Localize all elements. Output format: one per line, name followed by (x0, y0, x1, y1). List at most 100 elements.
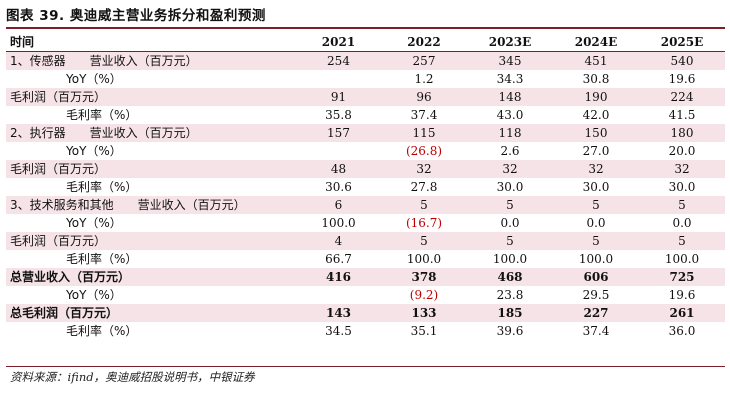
header-label: 时间 (6, 33, 296, 52)
row-value: 133 (381, 304, 467, 322)
forecast-table-wrap: 时间 2021 2022 2023E 2024E 2025E 1、传感器 营业收… (6, 33, 725, 340)
row-value: 257 (381, 51, 467, 70)
row-value: 725 (639, 268, 725, 286)
row-value: 32 (639, 160, 725, 178)
bottom-rule (6, 366, 725, 367)
row-label: YoY（%） (66, 216, 122, 230)
table-row: 毛利润（百万元） 4 5 5 5 5 (6, 232, 725, 250)
row-value: 1.2 (414, 72, 434, 86)
row-value: 0.0 (672, 216, 692, 230)
row-value: 100.0 (578, 252, 614, 266)
row-label: 3、技术服务和其他 营业收入（百万元） (6, 196, 296, 214)
row-value: 30.8 (582, 72, 610, 86)
row-value: 43.0 (496, 108, 524, 122)
table-row: 总营业收入（百万元） 416 378 468 606 725 (6, 268, 725, 286)
row-value: 29.5 (582, 288, 610, 302)
row-value: 254 (296, 51, 381, 70)
row-value: 32 (467, 160, 553, 178)
row-label: 2、执行器 营业收入（百万元） (6, 124, 296, 142)
table-row: YoY（%） 1.2 34.3 30.8 19.6 (6, 70, 725, 88)
table-row: 毛利率（%） 66.7 100.0 100.0 100.0 100.0 (6, 250, 725, 268)
row-value: 5 (639, 232, 725, 250)
row-value: 23.8 (496, 288, 524, 302)
row-value: 180 (639, 124, 725, 142)
row-label: 总毛利润（百万元） (6, 304, 296, 322)
row-value: 6 (296, 196, 381, 214)
row-value: 36.0 (668, 324, 696, 338)
row-label: 毛利率（%） (66, 252, 138, 266)
row-value: 100.0 (406, 252, 442, 266)
row-value: 30.0 (496, 180, 524, 194)
row-value: 148 (467, 88, 553, 106)
row-value: 34.3 (496, 72, 524, 86)
row-value: 190 (553, 88, 639, 106)
header-year: 2022 (381, 33, 467, 52)
row-value: 66.7 (325, 252, 352, 266)
header-row: 时间 2021 2022 2023E 2024E 2025E (6, 33, 725, 52)
table-row: YoY（%） 100.0 (16.7) 0.0 0.0 0.0 (6, 214, 725, 232)
row-value: 30.0 (582, 180, 610, 194)
row-value: 468 (467, 268, 553, 286)
row-value: 41.5 (668, 108, 696, 122)
row-value: 143 (296, 304, 381, 322)
row-value: 19.6 (668, 72, 696, 86)
row-value: 30.0 (668, 180, 696, 194)
row-value: 32 (381, 160, 467, 178)
row-value: 27.0 (582, 144, 610, 158)
row-value: 5 (467, 196, 553, 214)
table-row: 1、传感器 营业收入（百万元） 254 257 345 451 540 (6, 51, 725, 70)
forecast-table: 时间 2021 2022 2023E 2024E 2025E 1、传感器 营业收… (6, 33, 725, 340)
row-value: 19.6 (668, 288, 696, 302)
row-value: 0.0 (500, 216, 520, 230)
row-label: 毛利润（百万元） (6, 232, 296, 250)
table-row: 毛利率（%） 35.8 37.4 43.0 42.0 41.5 (6, 106, 725, 124)
table-row: 总毛利润（百万元） 143 133 185 227 261 (6, 304, 725, 322)
row-value: 345 (467, 51, 553, 70)
row-value: 27.8 (410, 180, 438, 194)
row-value: 5 (553, 196, 639, 214)
row-value: 5 (639, 196, 725, 214)
row-value: 34.5 (325, 324, 352, 338)
row-value: 185 (467, 304, 553, 322)
table-body: 1、传感器 营业收入（百万元） 254 257 345 451 540 YoY（%） 1.2 3… (6, 51, 725, 341)
row-label: 毛利率（%） (66, 108, 138, 122)
row-value: 5 (381, 196, 467, 214)
row-label: 总营业收入（百万元） (6, 268, 296, 286)
row-value: 48 (296, 160, 381, 178)
row-value: 35.1 (410, 324, 438, 338)
row-value: 451 (553, 51, 639, 70)
row-value (296, 286, 381, 304)
row-value: 32 (553, 160, 639, 178)
row-value: 540 (639, 51, 725, 70)
row-label: 1、传感器 营业收入（百万元） (6, 51, 296, 70)
row-value: 5 (381, 232, 467, 250)
top-rule (6, 27, 725, 29)
row-value: 100.0 (664, 252, 700, 266)
row-value: 39.6 (496, 324, 524, 338)
row-value: 42.0 (582, 108, 610, 122)
table-row: 毛利润（百万元） 48 32 32 32 32 (6, 160, 725, 178)
row-value: (26.8) (405, 144, 443, 158)
row-value: 0.0 (586, 216, 606, 230)
source-note: 资料来源：ifind，奥迪威招股说明书，中银证券 (10, 370, 255, 384)
row-label: YoY（%） (66, 288, 122, 302)
row-value: 5 (553, 232, 639, 250)
row-value: 100.0 (492, 252, 528, 266)
row-value: (16.7) (405, 216, 443, 230)
figure-title: 图表 39. 奥迪威主营业务拆分和盈利预测 (6, 8, 266, 24)
row-value: 2.6 (500, 144, 520, 158)
row-label: 毛利率（%） (66, 180, 138, 194)
row-value: 150 (553, 124, 639, 142)
table-row: 毛利润（百万元） 91 96 148 190 224 (6, 88, 725, 106)
row-value: 20.0 (668, 144, 696, 158)
row-value: 224 (639, 88, 725, 106)
row-value: 227 (553, 304, 639, 322)
header-year: 2023E (467, 33, 553, 52)
table-row: 2、执行器 营业收入（百万元） 157 115 118 150 180 (6, 124, 725, 142)
row-label: 毛利率（%） (66, 324, 138, 338)
table-row: YoY（%） (9.2) 23.8 29.5 19.6 (6, 286, 725, 304)
header-year: 2025E (639, 33, 725, 52)
row-value: (9.2) (409, 288, 439, 302)
row-value: 91 (296, 88, 381, 106)
